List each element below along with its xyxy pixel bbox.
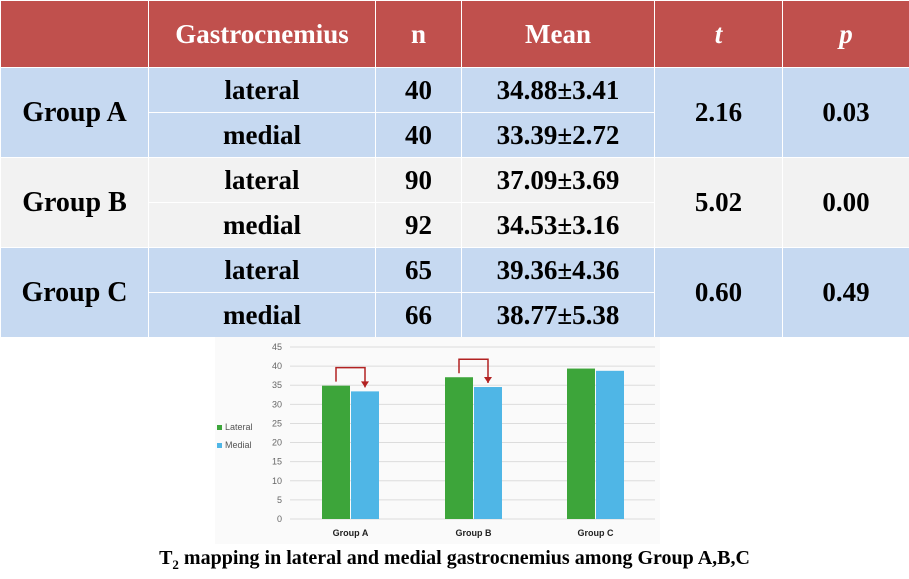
y-tick-label: 20 — [272, 438, 282, 448]
bar — [445, 377, 473, 519]
legend-swatch — [217, 425, 222, 430]
legend-label: Lateral — [225, 422, 253, 432]
bar — [567, 368, 595, 519]
muscle-cell: medial — [148, 292, 376, 338]
group-name: Group B — [0, 157, 149, 248]
caption-subscript: 2 — [172, 557, 179, 572]
x-tick-label: Group C — [578, 528, 614, 538]
muscle-cell: lateral — [148, 157, 376, 203]
table-row: medial 40 33.39±2.72 — [1, 112, 909, 158]
y-tick-label: 30 — [272, 399, 282, 409]
header-mean: Mean — [461, 0, 655, 68]
p-value: 0.03 — [782, 67, 909, 158]
header-row: Gastrocnemius n Mean t p — [0, 0, 909, 68]
table-row: medial 66 38.77±5.38 — [1, 292, 909, 338]
arrow-line — [458, 358, 489, 384]
caption-text: mapping in lateral and medial gastrocnem… — [178, 547, 750, 569]
bar-chart: 0 5 10 15 20 25 30 35 40 45 Group A Group B Group C… — [215, 337, 660, 544]
results-table: Gastrocnemius n Mean t p Group A lateral… — [0, 0, 909, 338]
n-cell: 65 — [375, 247, 462, 293]
caption-prefix: T — [159, 547, 173, 569]
bar — [351, 391, 379, 519]
y-tick-label: 35 — [272, 380, 282, 390]
table-row: Group A lateral 40 34.88±3.41 2.16 0.03 — [0, 67, 909, 158]
bar — [474, 387, 502, 519]
mean-cell: 38.77±5.38 — [461, 292, 655, 338]
x-tick-label: Group B — [456, 528, 492, 538]
n-cell: 66 — [375, 292, 462, 338]
p-value: 0.49 — [782, 247, 909, 338]
legend-label: Medial — [225, 440, 252, 450]
x-tick-label: Group A — [333, 528, 369, 538]
header-gastrocnemius: Gastrocnemius — [148, 0, 376, 68]
arrow-head — [484, 377, 492, 384]
table-row: medial 92 34.53±3.16 — [1, 202, 909, 248]
arrows — [335, 358, 492, 388]
muscle-cell: lateral — [148, 67, 376, 113]
n-cell: 90 — [375, 157, 462, 203]
muscle-cell: lateral — [148, 247, 376, 293]
x-tick-labels: Group A Group B Group C — [333, 528, 614, 538]
y-tick-label: 15 — [272, 457, 282, 467]
table-row: Group B lateral 90 37.09±3.69 5.02 0.00 — [0, 157, 909, 248]
arrow-head — [361, 381, 369, 388]
t-value: 5.02 — [654, 157, 783, 248]
table-row: Group C lateral 65 39.36±4.36 0.60 0.49 — [0, 247, 909, 338]
mean-cell: 37.09±3.69 — [461, 157, 655, 203]
mean-cell: 34.53±3.16 — [461, 202, 655, 248]
muscle-cell: medial — [148, 112, 376, 158]
group-name: Group A — [0, 67, 149, 158]
n-cell: 40 — [375, 67, 462, 113]
mean-cell: 39.36±4.36 — [461, 247, 655, 293]
n-cell: 40 — [375, 112, 462, 158]
bar — [322, 385, 350, 519]
arrow-line — [335, 366, 366, 388]
header-p: p — [782, 0, 909, 68]
muscle-cell: medial — [148, 202, 376, 248]
y-tick-label: 40 — [272, 361, 282, 371]
bar — [596, 370, 624, 519]
n-cell: 92 — [375, 202, 462, 248]
y-tick-label: 25 — [272, 418, 282, 428]
header-n: n — [375, 0, 462, 68]
p-value: 0.00 — [782, 157, 909, 248]
t-value: 0.60 — [654, 247, 783, 338]
header-group — [0, 0, 149, 68]
header-t: t — [654, 0, 783, 68]
legend-swatch — [217, 443, 222, 448]
mean-cell: 34.88±3.41 — [461, 67, 655, 113]
y-tick-label: 0 — [277, 514, 282, 524]
figure-caption: T2 mapping in lateral and medial gastroc… — [0, 547, 909, 573]
y-tick-label: 5 — [277, 495, 282, 505]
group-name: Group C — [0, 247, 149, 338]
bars — [322, 368, 624, 519]
legend: Lateral Medial — [217, 422, 253, 450]
t-value: 2.16 — [654, 67, 783, 158]
y-tick-labels: 0 5 10 15 20 25 30 35 40 45 — [272, 342, 282, 524]
y-tick-label: 45 — [272, 342, 282, 352]
y-tick-label: 10 — [272, 476, 282, 486]
mean-cell: 33.39±2.72 — [461, 112, 655, 158]
